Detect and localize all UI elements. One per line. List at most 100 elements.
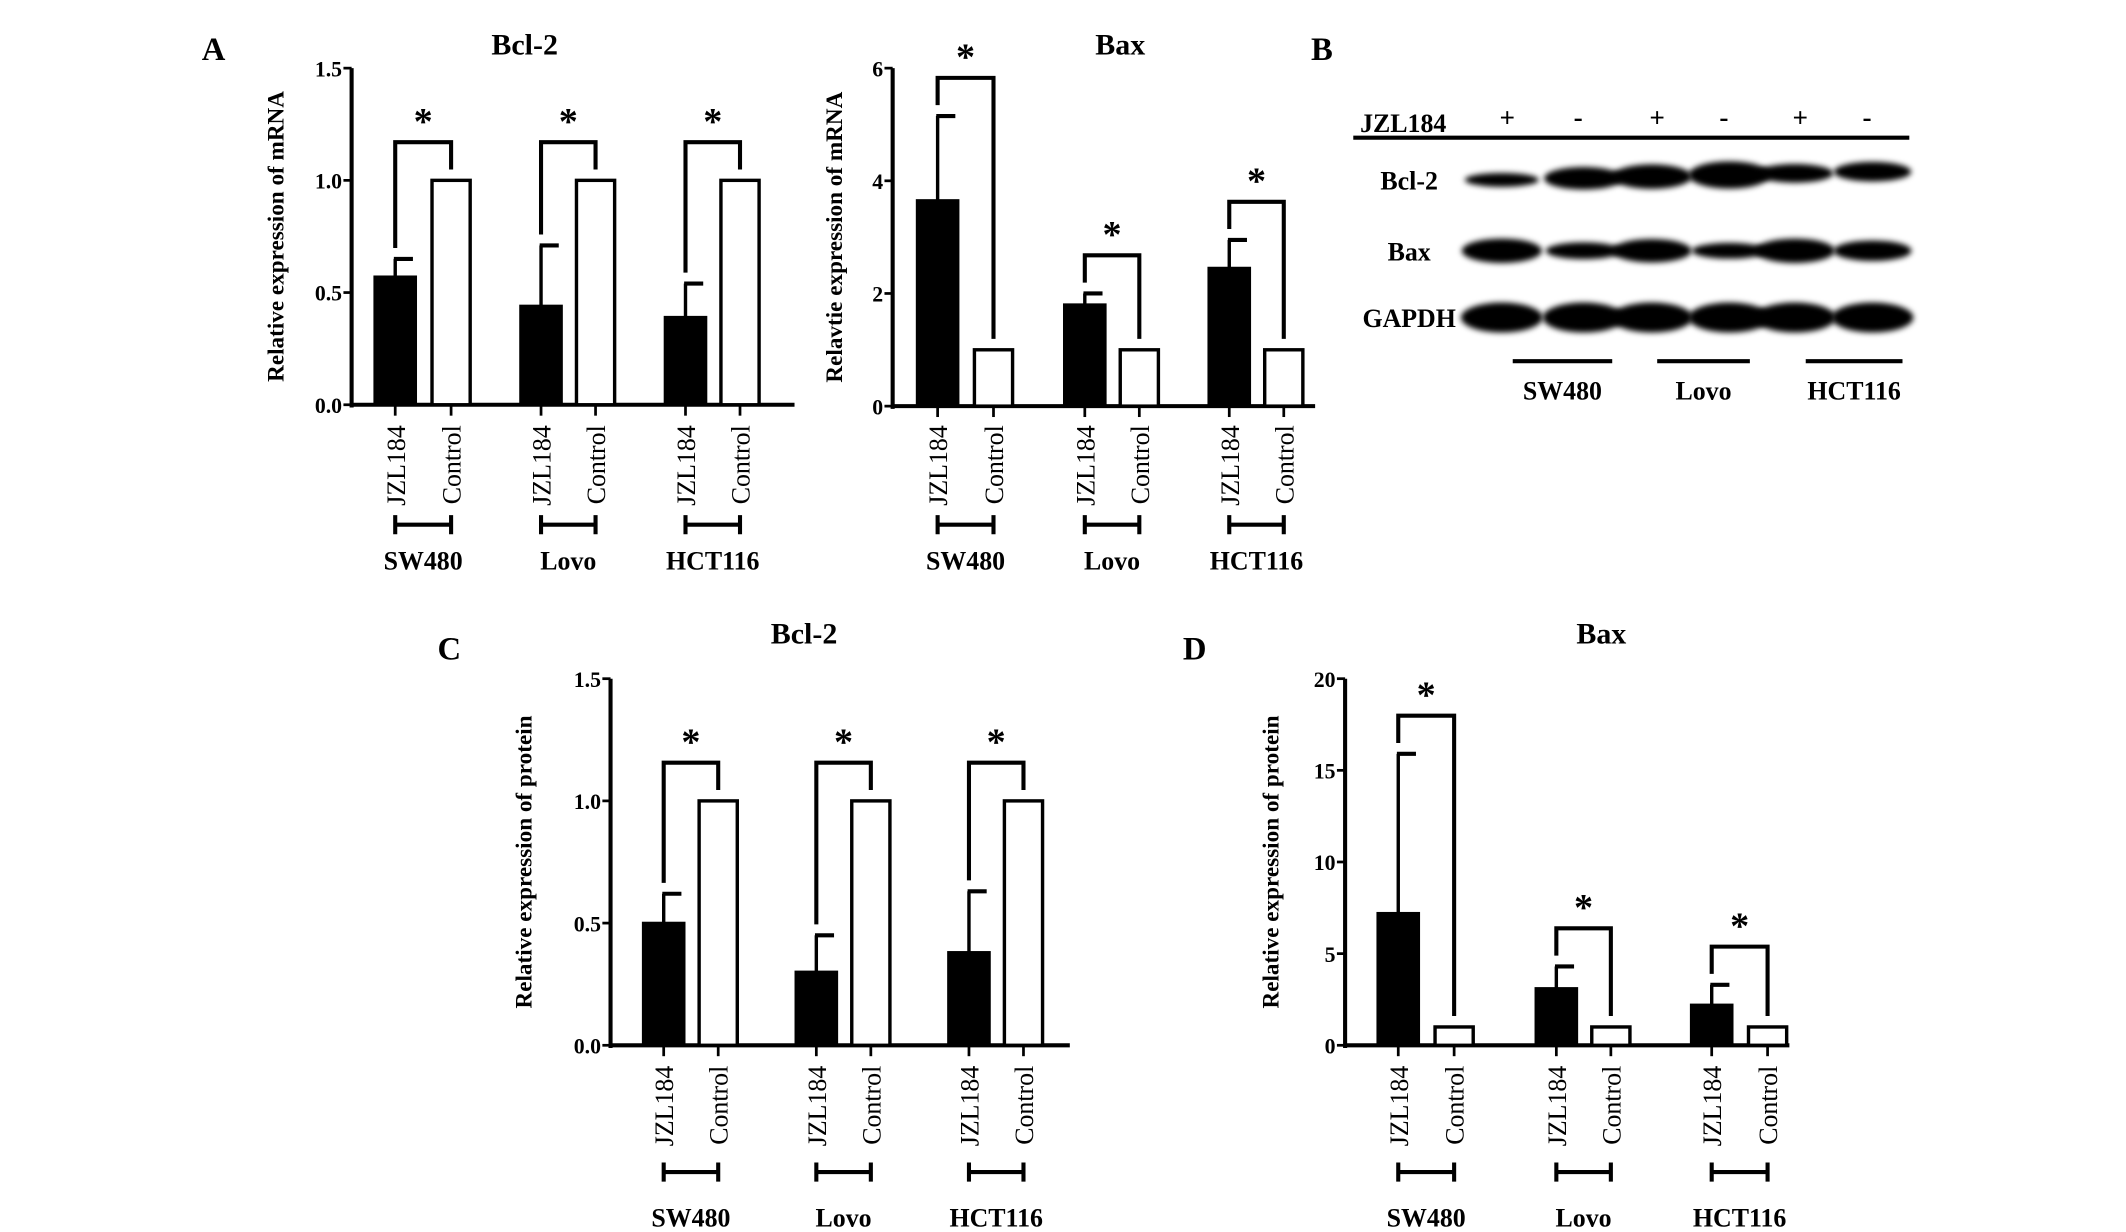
group-label: HCT116 <box>1807 376 1901 405</box>
row-label-bcl-2: Bcl-2 <box>1380 166 1438 195</box>
bar-control-lovo <box>1118 348 1161 408</box>
chart-D-bax: Bax Relative expression of protein 0 5 10 15 2… <box>1258 617 1790 1232</box>
row-label-gapdh: GAPDH <box>1362 304 1455 333</box>
bar-control-sw480 <box>430 178 472 407</box>
bar-jzl184-sw480 <box>373 275 418 407</box>
group-label: SW480 <box>926 547 1005 576</box>
group-label: HCT116 <box>1693 1204 1787 1232</box>
bar-jzl184-sw480 <box>641 921 686 1047</box>
blot-band <box>1464 172 1539 187</box>
lane-sign: - <box>1574 103 1583 133</box>
blot-band <box>1833 161 1912 182</box>
x-category-label: JZL184 <box>803 1066 832 1147</box>
significance-star: * <box>559 101 578 143</box>
group-label: Lovo <box>816 1204 872 1232</box>
bar-jzl184-lovo <box>1534 987 1579 1047</box>
panel-letter-d: D <box>1183 632 1207 668</box>
blot-band <box>1833 240 1912 262</box>
group-bracket <box>1709 1162 1770 1182</box>
group-label: Lovo <box>1084 547 1140 576</box>
bar-jzl184-hct116 <box>1207 266 1252 408</box>
significance-bracket <box>1082 253 1142 339</box>
blot-band <box>1753 302 1836 333</box>
group-label: SW480 <box>1523 376 1602 405</box>
bar-control-hct116 <box>1002 799 1045 1047</box>
y-axis-label: Relative expression of protein <box>1258 715 1284 1008</box>
significance-star: * <box>703 101 722 143</box>
chart-title: Bcl-2 <box>771 617 838 650</box>
bar-control-hct116 <box>719 178 761 407</box>
y-tick-label: 6 <box>872 57 883 81</box>
lane-sign: - <box>1719 103 1728 133</box>
significance-star: * <box>1247 161 1266 203</box>
group-label: Lovo <box>1556 1204 1612 1232</box>
y-tick-label: 5 <box>1325 943 1336 967</box>
significance-star: * <box>1574 887 1593 929</box>
significance-star: * <box>414 101 433 143</box>
significance-bracket <box>1554 926 1613 1017</box>
y-tick-label: 0.5 <box>574 912 601 936</box>
x-category-label: Control <box>438 425 467 504</box>
blot-band <box>1691 242 1768 259</box>
significance-star: * <box>1103 214 1122 256</box>
group-bracket <box>393 515 454 535</box>
bar-control-sw480 <box>697 799 739 1047</box>
x-category-label: Control <box>582 425 611 504</box>
group-label: Lovo <box>1675 376 1731 405</box>
blot-band <box>1544 167 1624 190</box>
y-axis-label: Relative expression of mRNA <box>263 91 289 382</box>
bar-jzl184-lovo <box>794 970 839 1047</box>
group-label: SW480 <box>384 547 463 576</box>
group-bracket <box>661 1162 721 1182</box>
bar-jzl184-lovo <box>1063 303 1107 408</box>
panel-letter-a: A <box>202 32 226 68</box>
significance-bracket <box>683 140 743 273</box>
x-category-label: Control <box>1270 425 1299 504</box>
y-tick-label: 20 <box>1314 668 1336 692</box>
significance-bracket <box>661 760 721 883</box>
significance-bracket <box>1396 713 1457 1017</box>
bar-control-lovo <box>1590 1025 1632 1047</box>
bar-jzl184-hct116 <box>947 951 991 1047</box>
group-label: SW480 <box>1387 1204 1466 1232</box>
bar-jzl184-sw480 <box>915 199 960 408</box>
bar-control-lovo <box>850 799 892 1047</box>
blot-band <box>1610 302 1693 333</box>
blot-band <box>1756 164 1834 183</box>
panel-letter-c: C <box>437 632 461 668</box>
row-label-bax: Bax <box>1388 237 1431 266</box>
significance-bracket <box>935 75 996 339</box>
x-category-label: JZL184 <box>1071 425 1100 506</box>
y-tick-label: 15 <box>1314 760 1336 784</box>
bar-control-lovo <box>574 178 617 407</box>
significance-star: * <box>834 722 853 764</box>
significance-bracket <box>538 140 598 235</box>
x-category-label: Control <box>1126 425 1155 504</box>
chart-title: Bcl-2 <box>491 29 558 62</box>
x-category-label: Control <box>980 425 1009 504</box>
group-label: HCT116 <box>666 547 760 576</box>
x-category-label: JZL184 <box>1385 1066 1414 1147</box>
group-bracket <box>814 1162 873 1182</box>
group-bracket <box>683 515 743 535</box>
significance-star: * <box>1730 905 1749 947</box>
x-category-label: JZL184 <box>382 425 411 506</box>
chart-title: Bax <box>1576 617 1626 650</box>
significance-bracket <box>1709 944 1770 1017</box>
bar-control-sw480 <box>972 348 1015 408</box>
significance-bracket <box>814 760 873 925</box>
x-category-label: JZL184 <box>528 425 557 506</box>
significance-bracket <box>393 140 454 248</box>
y-axis-label: Relative expression of protein <box>512 715 538 1008</box>
lane-sign: + <box>1500 103 1516 133</box>
y-tick-label: 1.5 <box>315 57 342 81</box>
significance-star: * <box>681 722 700 764</box>
blot-band <box>1545 242 1622 260</box>
significance-star: * <box>1417 675 1436 717</box>
blot-band <box>1611 164 1692 189</box>
chart-C-bcl2: Bcl-2 Relative expression of protein 0.0 0.… <box>512 617 1070 1232</box>
x-category-label: JZL184 <box>1216 425 1245 506</box>
significance-bracket <box>966 760 1026 881</box>
x-category-label: JZL184 <box>1698 1066 1727 1147</box>
